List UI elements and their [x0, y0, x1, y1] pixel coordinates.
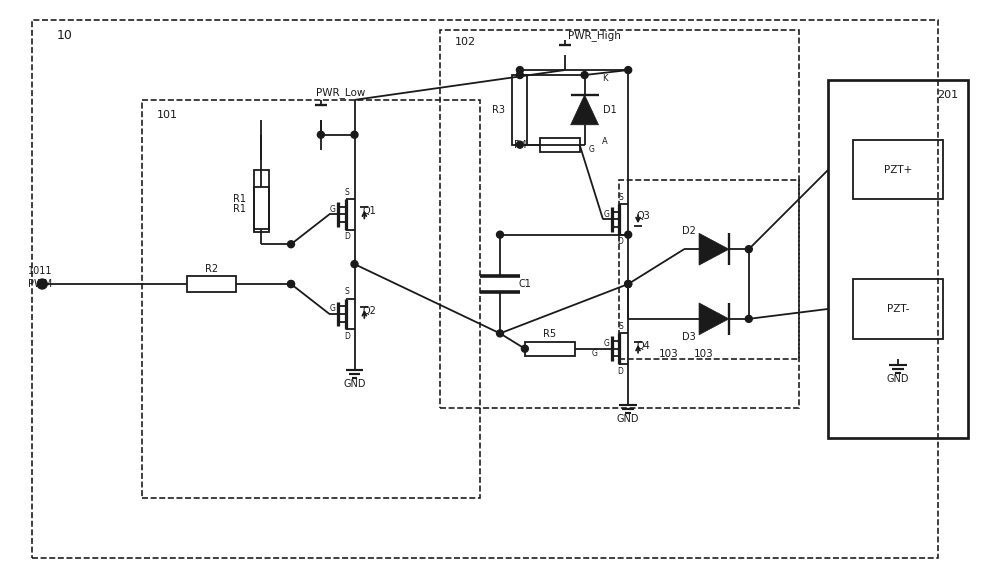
- Text: R1: R1: [233, 195, 246, 204]
- Circle shape: [288, 241, 294, 248]
- Circle shape: [288, 281, 294, 288]
- Circle shape: [745, 316, 752, 323]
- Text: D: D: [617, 367, 623, 376]
- Text: R5: R5: [543, 329, 556, 339]
- Text: 102: 102: [455, 37, 476, 47]
- Bar: [254, 170, 269, 229]
- Text: GND: GND: [343, 379, 366, 389]
- Circle shape: [625, 67, 632, 74]
- Text: R2: R2: [205, 264, 218, 274]
- Circle shape: [521, 345, 528, 352]
- Text: D3: D3: [682, 332, 696, 342]
- Text: 10: 10: [57, 29, 73, 42]
- Bar: [619, 179, 799, 358]
- Circle shape: [516, 67, 523, 74]
- Text: G: G: [592, 349, 597, 358]
- Bar: [828, 80, 968, 438]
- Text: Q4: Q4: [636, 340, 650, 351]
- Text: D1: D1: [603, 105, 616, 115]
- Circle shape: [351, 261, 358, 267]
- Text: R4: R4: [514, 140, 527, 150]
- Text: D: D: [617, 237, 623, 246]
- Circle shape: [625, 231, 632, 238]
- Bar: [187, 276, 236, 292]
- Text: G: G: [603, 339, 609, 348]
- Text: G: G: [589, 145, 594, 154]
- Text: S: S: [344, 287, 349, 296]
- Circle shape: [516, 141, 523, 148]
- Text: D: D: [344, 332, 350, 340]
- Text: 1011: 1011: [28, 266, 52, 276]
- Polygon shape: [699, 233, 729, 265]
- Text: 101: 101: [157, 110, 178, 120]
- Bar: [512, 75, 527, 145]
- Circle shape: [317, 131, 324, 138]
- Text: PWR_Low: PWR_Low: [316, 87, 365, 98]
- Text: PZT-: PZT-: [887, 304, 909, 314]
- Text: G: G: [330, 205, 336, 214]
- Bar: [853, 279, 943, 339]
- Circle shape: [581, 72, 588, 79]
- Text: Q1: Q1: [363, 206, 376, 217]
- Text: S: S: [344, 188, 349, 196]
- Text: D2: D2: [682, 226, 696, 236]
- Text: R3: R3: [492, 105, 505, 115]
- Text: 201: 201: [937, 90, 958, 100]
- Text: K: K: [602, 74, 607, 83]
- Text: G: G: [603, 210, 609, 219]
- Text: D: D: [344, 232, 350, 241]
- Text: C1: C1: [518, 279, 531, 289]
- Text: Q2: Q2: [362, 306, 376, 316]
- Bar: [540, 138, 580, 152]
- Circle shape: [516, 72, 523, 79]
- Text: S: S: [618, 322, 623, 331]
- Circle shape: [288, 281, 294, 288]
- Text: GND: GND: [617, 414, 639, 424]
- Bar: [525, 342, 575, 356]
- Text: 103: 103: [659, 349, 679, 359]
- Circle shape: [745, 245, 752, 252]
- Text: GND: GND: [887, 373, 909, 383]
- Text: Q3: Q3: [636, 211, 650, 221]
- Bar: [142, 100, 480, 498]
- Polygon shape: [699, 303, 729, 335]
- Circle shape: [37, 279, 47, 289]
- Text: PWM: PWM: [28, 279, 52, 289]
- Bar: [440, 30, 799, 408]
- Text: PZT+: PZT+: [884, 164, 912, 175]
- Polygon shape: [571, 95, 599, 125]
- Text: S: S: [618, 193, 623, 201]
- Circle shape: [625, 281, 632, 288]
- Text: PWR_High: PWR_High: [568, 30, 621, 41]
- Text: G: G: [330, 305, 336, 313]
- Circle shape: [497, 330, 503, 337]
- Bar: [254, 187, 269, 232]
- Circle shape: [625, 281, 632, 288]
- Text: 103: 103: [694, 349, 714, 359]
- Text: A: A: [602, 137, 607, 146]
- Text: R1: R1: [233, 204, 246, 214]
- Circle shape: [351, 131, 358, 138]
- Circle shape: [497, 231, 503, 238]
- Bar: [853, 140, 943, 199]
